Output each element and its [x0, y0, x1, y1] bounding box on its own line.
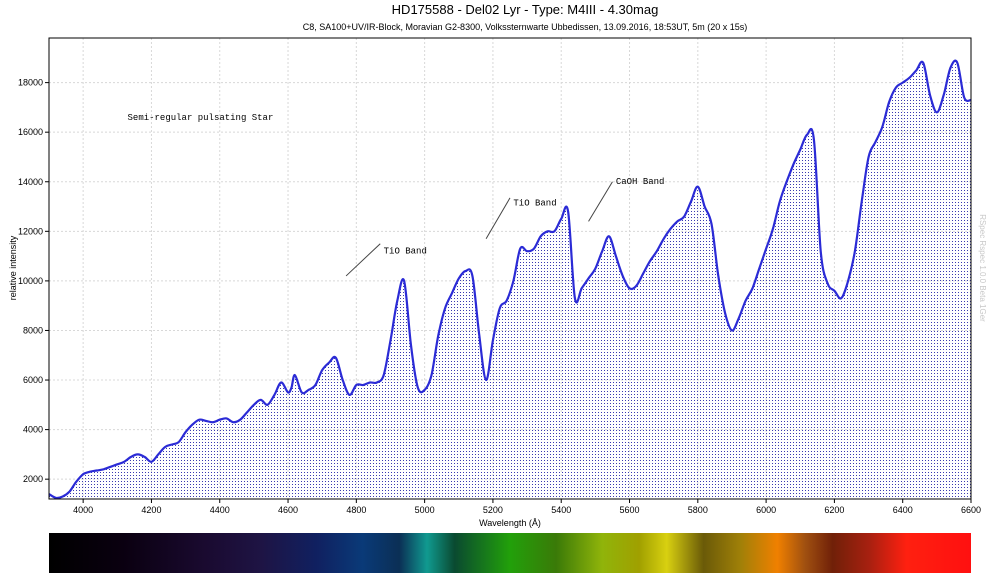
y-tick-label: 10000	[18, 276, 43, 286]
x-tick-label: 4800	[346, 505, 366, 515]
y-tick-label: 4000	[23, 425, 43, 435]
x-tick-label: 5800	[688, 505, 708, 515]
chart-subtitle: C8, SA100+UV/IR-Block, Moravian G2-8300,…	[303, 22, 747, 32]
y-axis-label: relative intensity	[8, 235, 18, 300]
y-tick-label: 16000	[18, 127, 43, 137]
annotation-label: CaOH Band	[616, 177, 665, 187]
color-spectrum-strip	[49, 533, 971, 573]
y-tick-label: 8000	[23, 325, 43, 335]
y-tick-label: 18000	[18, 78, 43, 88]
annotation-pointer	[485, 197, 511, 240]
spectrum-line	[48, 59, 972, 500]
x-tick-label: 6000	[756, 505, 776, 515]
x-tick-label: 6600	[961, 505, 981, 515]
x-tick-label: 4400	[210, 505, 230, 515]
x-axis-label: Wavelength (Å)	[479, 518, 541, 528]
annotation-pointer	[588, 181, 613, 222]
y-tick-label: 6000	[23, 375, 43, 385]
spectrum-fill	[49, 60, 971, 500]
chart-title: HD175588 - Del02 Lyr - Type: M4III - 4.3…	[392, 2, 659, 17]
annotation-label: TiO Band	[384, 247, 427, 257]
spectrum-area	[48, 59, 972, 500]
y-axis-ticks: 2000 4000 6000 8000 10000 12000 14000 16000 1800…	[18, 78, 49, 484]
annotation-label: Semi-regular pulsating Star	[128, 113, 274, 123]
x-axis-ticks: 4000 4200 4400 4600 4800 5000 5200 5400 5600 5800…	[73, 499, 981, 515]
x-tick-label: 6200	[824, 505, 844, 515]
annotation-label: TiO Band	[513, 198, 556, 208]
y-tick-label: 2000	[23, 474, 43, 484]
x-tick-label: 4000	[73, 505, 93, 515]
x-tick-label: 4200	[141, 505, 161, 515]
x-tick-label: 5200	[483, 505, 503, 515]
annotation-pointer	[345, 243, 381, 277]
y-tick-label: 12000	[18, 226, 43, 236]
x-tick-label: 5000	[415, 505, 435, 515]
plot-frame	[48, 37, 972, 500]
x-tick-label: 4600	[278, 505, 298, 515]
annotations: Semi-regular pulsating Star TiO Band TiO B…	[128, 113, 665, 277]
x-tick-label: 5400	[551, 505, 571, 515]
x-tick-label: 6400	[893, 505, 913, 515]
software-watermark: RSpec Rspec 1.0.0 Beta 1Ger	[978, 214, 987, 322]
y-tick-label: 14000	[18, 177, 43, 187]
x-tick-label: 5600	[620, 505, 640, 515]
